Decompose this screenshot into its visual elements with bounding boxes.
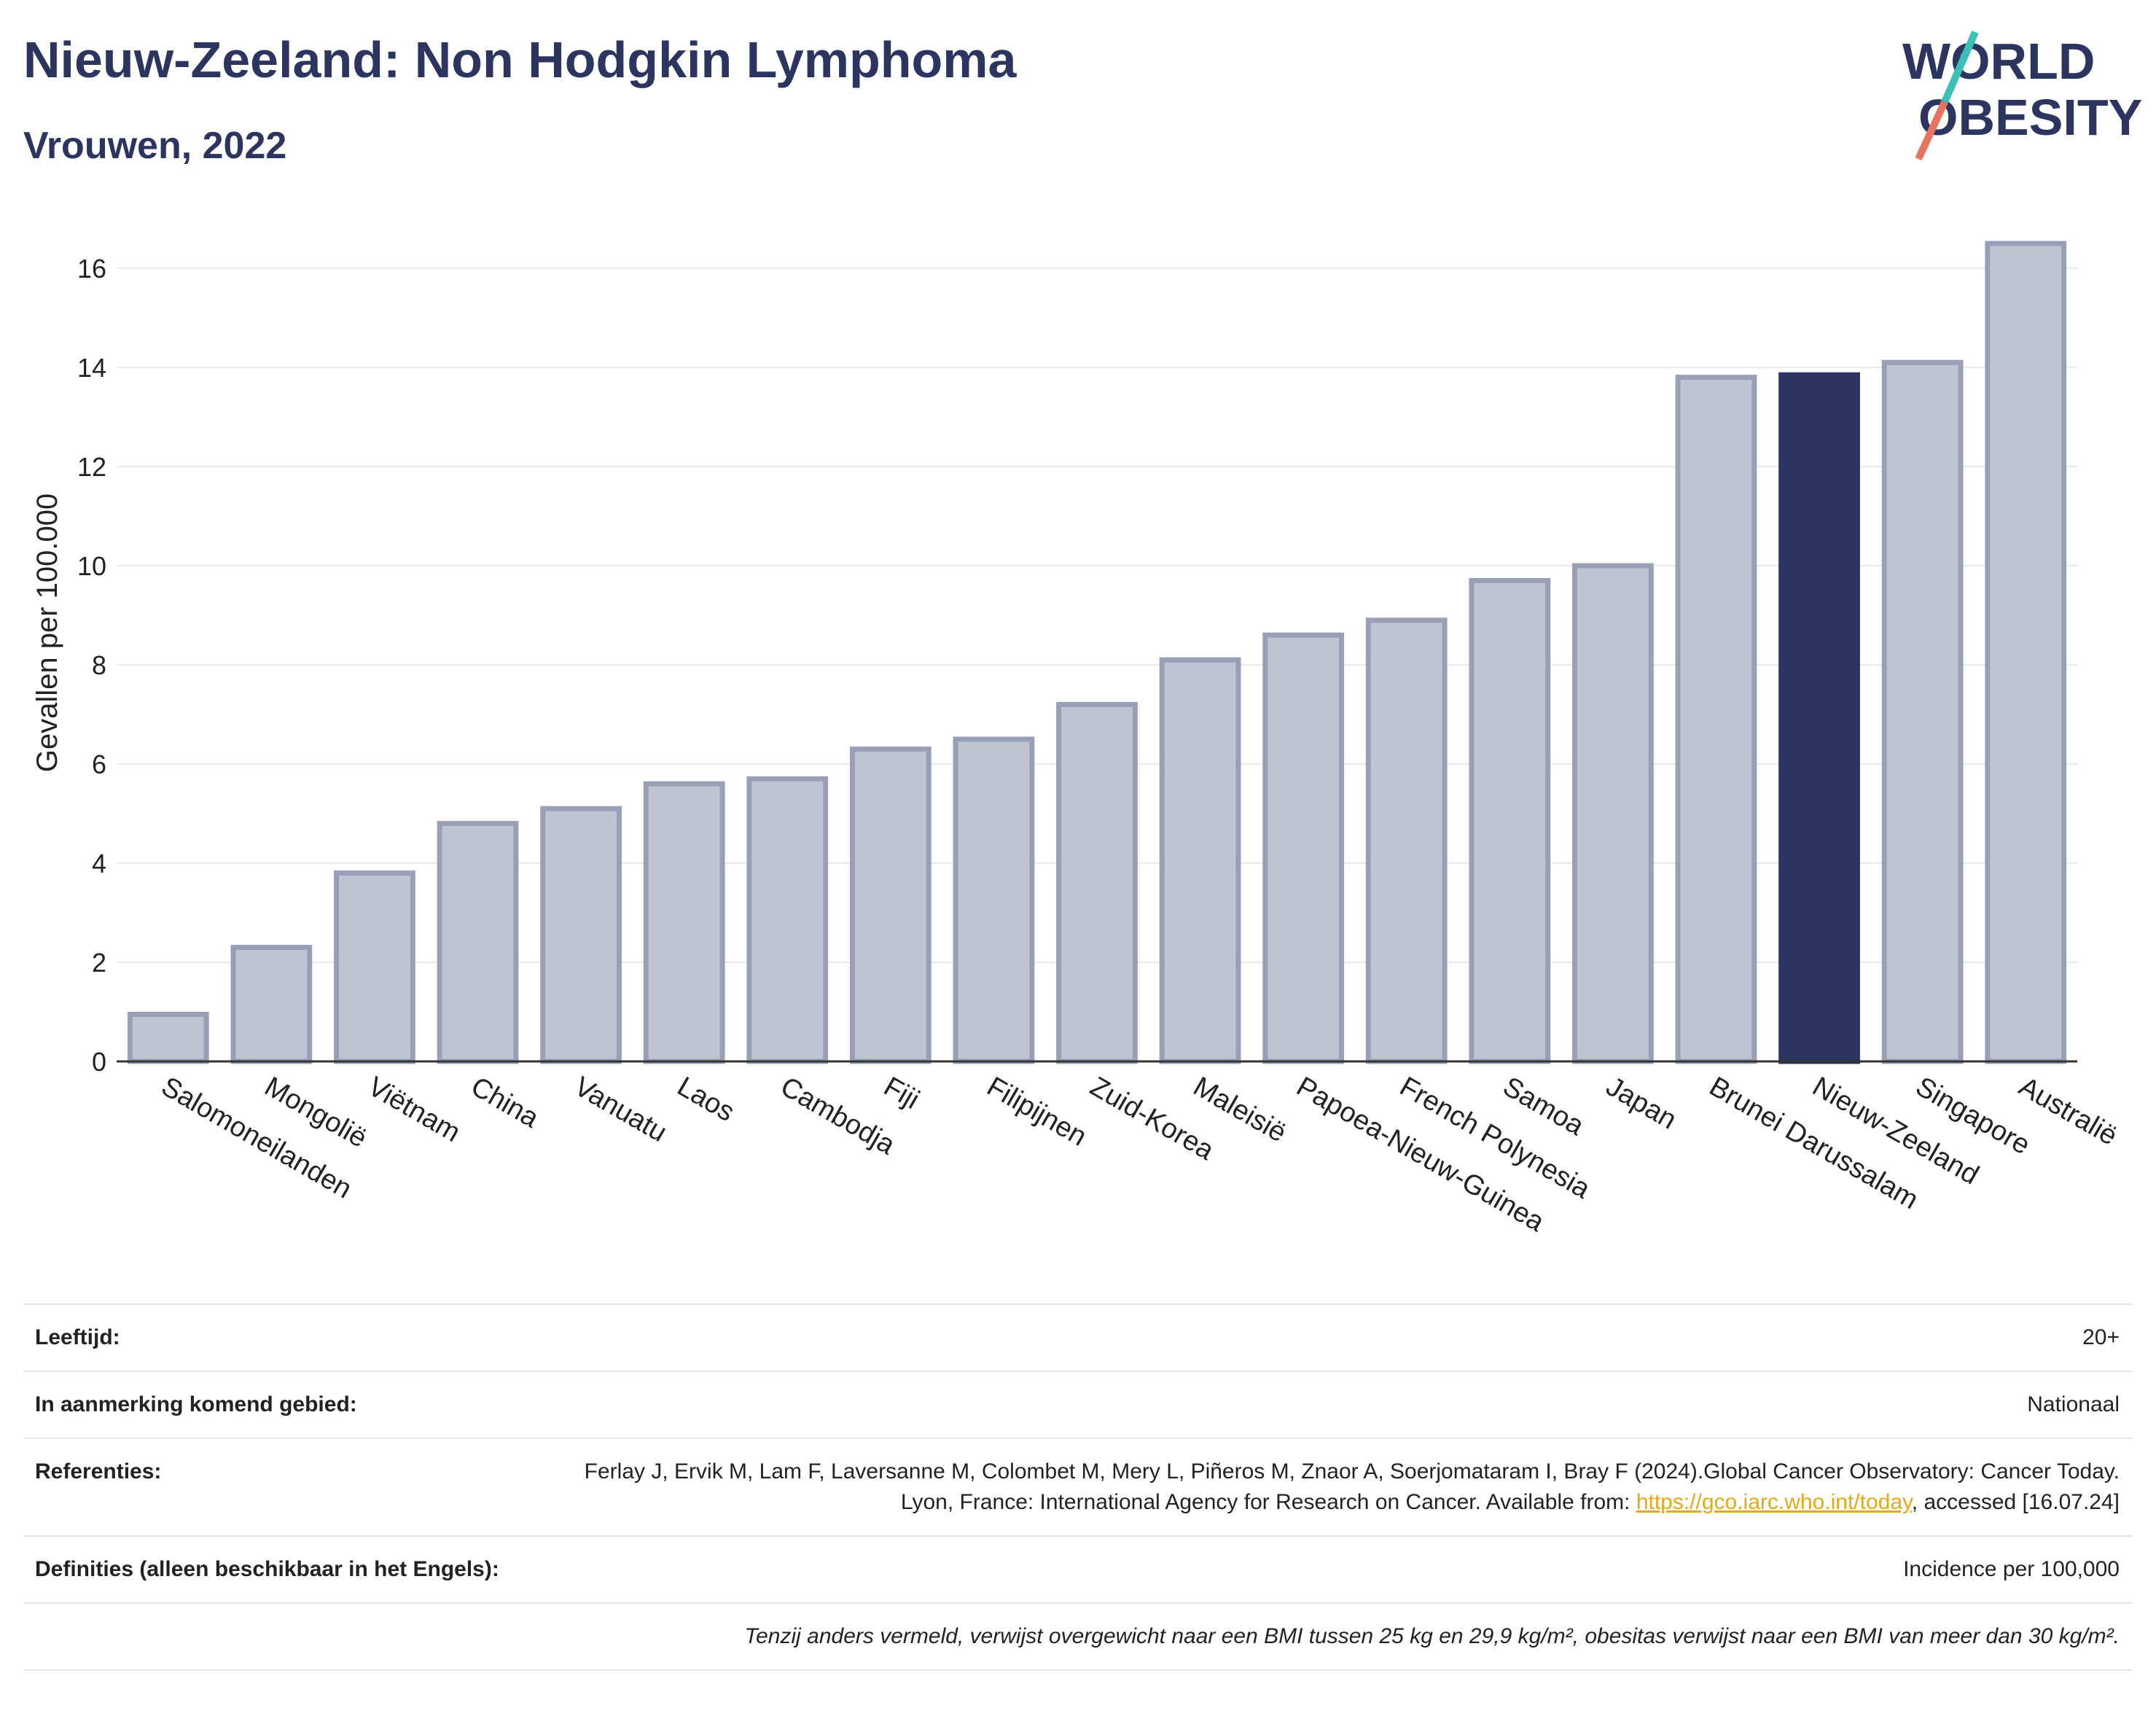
x-tick-label: Laos <box>672 1071 739 1128</box>
x-tick-label: Vanuatu <box>569 1071 672 1148</box>
info-row-area: In aanmerking komend gebied: Nationaal <box>23 1371 2133 1438</box>
area-label: In aanmerking komend gebied: <box>35 1392 357 1416</box>
references-link[interactable]: https://gco.iarc.who.int/today <box>1636 1490 1912 1514</box>
bar-salomoneilanden <box>127 1011 209 1064</box>
x-tick-label: Cambodja <box>776 1071 901 1161</box>
bar-french-polynesia <box>1365 617 1448 1064</box>
bar-fiji <box>849 746 931 1064</box>
references-label: Referenties: <box>35 1459 162 1483</box>
x-tick-label: Japan <box>1601 1071 1682 1135</box>
x-tick-label: Viëtnam <box>362 1071 465 1148</box>
x-tick-label: Filipijnen <box>982 1071 1092 1152</box>
bar-chart: 0246810121416SalomoneilandenMongoliëViët… <box>31 241 2122 1238</box>
y-tick-label: 6 <box>92 749 106 779</box>
bar-singapore <box>1881 359 1964 1064</box>
info-row-note: Tenzij anders vermeld, verwijst overgewi… <box>23 1602 2133 1671</box>
y-axis-title: Gevallen per 100.000 <box>31 494 63 773</box>
y-tick-label: 10 <box>77 551 106 581</box>
info-table: Leeftijd: 20+ In aanmerking komend gebie… <box>23 1303 2133 1671</box>
y-tick-label: 16 <box>77 254 106 284</box>
info-row-references: Referenties: Ferlay J, Ervik M, Lam F, L… <box>23 1438 2133 1535</box>
bar-maleisi- <box>1159 657 1241 1064</box>
page-subtitle: Vrouwen, 2022 <box>23 125 287 167</box>
bar-zuid-korea <box>1056 701 1138 1064</box>
references-text: Ferlay J, Ervik M, Lam F, Laversanne M, … <box>584 1459 2120 1514</box>
definitions-label: Definities (alleen beschikbaar in het En… <box>35 1557 499 1581</box>
x-tick-label: China <box>466 1071 544 1134</box>
area-value: Nationaal <box>2027 1392 2120 1416</box>
references-suffix: , accessed [16.07.24] <box>1911 1490 2120 1514</box>
info-row-definitions: Definities (alleen beschikbaar in het En… <box>23 1535 2133 1602</box>
bar-laos <box>643 781 725 1064</box>
x-tick-label: Salomoneilanden <box>156 1071 356 1204</box>
world-obesity-logo: WORLD OBESITY <box>1902 30 2142 160</box>
svg-text:WORLD: WORLD <box>1902 33 2095 90</box>
bar-japan <box>1572 563 1654 1064</box>
bar-papoea-nieuw-guinea <box>1262 632 1345 1064</box>
bar-vanuatu <box>540 806 622 1064</box>
references-value: Ferlay J, Ervik M, Lam F, Laversanne M, … <box>531 1457 2120 1518</box>
page-title: Nieuw-Zeeland: Non Hodgkin Lymphoma <box>23 31 1017 88</box>
bars <box>127 241 2067 1064</box>
bar-china <box>437 821 519 1064</box>
bar-mongoli- <box>230 945 313 1064</box>
bar-nieuw-zeeland <box>1778 372 1860 1064</box>
bar-samoa <box>1469 577 1551 1064</box>
y-tick-label: 8 <box>92 650 106 680</box>
bar-cambodja <box>746 776 829 1064</box>
y-tick-label: 0 <box>92 1047 106 1077</box>
x-tick-label: Fiji <box>878 1071 924 1115</box>
footnote: Tenzij anders vermeld, verwijst overgewi… <box>744 1624 2120 1648</box>
y-tick-label: 2 <box>92 948 106 978</box>
y-tick-label: 4 <box>92 849 106 878</box>
bar-brunei-darussalam <box>1675 375 1757 1064</box>
bar-filipijnen <box>953 736 1035 1064</box>
age-label: Leeftijd: <box>35 1325 120 1349</box>
definitions-value: Incidence per 100,000 <box>1903 1557 2120 1581</box>
y-tick-label: 12 <box>77 452 106 482</box>
bar-vi-tnam <box>334 870 415 1064</box>
svg-text:OBESITY: OBESITY <box>1918 89 2142 146</box>
bar-australi- <box>1985 241 2067 1064</box>
age-value: 20+ <box>2082 1325 2120 1349</box>
y-tick-label: 14 <box>77 353 106 383</box>
info-row-age: Leeftijd: 20+ <box>23 1303 2133 1371</box>
